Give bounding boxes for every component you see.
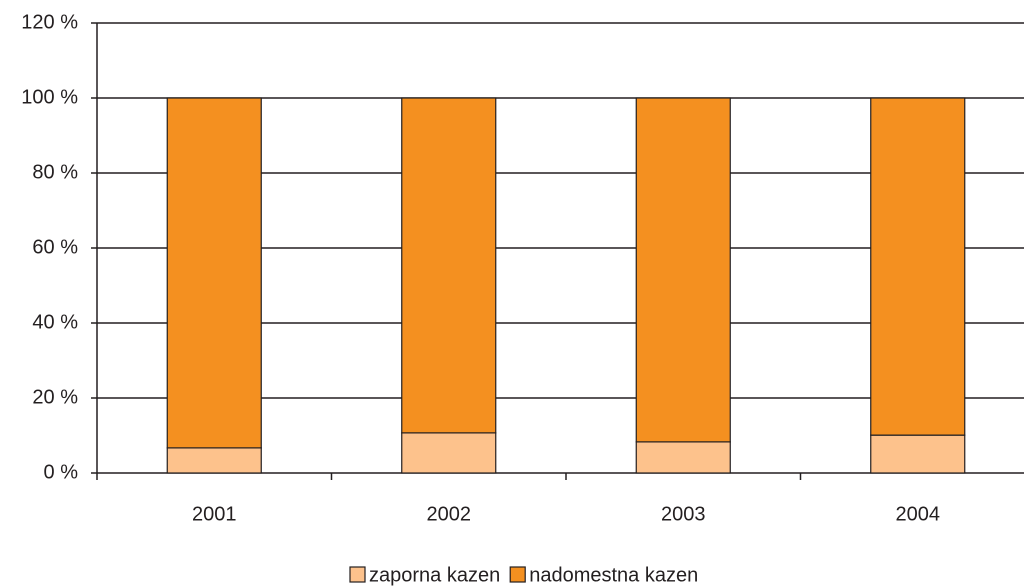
y-tick-label: 20 % xyxy=(32,386,78,408)
bar-segment xyxy=(401,97,497,434)
legend: zaporna kazen nadomestna kazen xyxy=(349,564,698,586)
x-tick-label: 2003 xyxy=(661,503,706,525)
y-tick-label: 80 % xyxy=(32,161,78,183)
y-tick-label: 0 % xyxy=(44,461,79,483)
bar-segment xyxy=(635,97,731,443)
bar-segment xyxy=(166,447,262,474)
legend-label: nadomestna kazen xyxy=(529,564,698,586)
y-tick-label: 100 % xyxy=(21,86,78,108)
bar-segment xyxy=(635,441,731,474)
x-tick-label: 2002 xyxy=(427,503,472,525)
legend-swatch xyxy=(349,566,366,583)
legend-swatch xyxy=(509,566,526,583)
bar-segment xyxy=(870,97,966,436)
bar-segment xyxy=(870,434,966,474)
bar-segment xyxy=(401,432,497,474)
x-tick-label: 2001 xyxy=(192,503,237,525)
bar-segment xyxy=(166,97,262,449)
y-tick-label: 40 % xyxy=(32,311,78,333)
legend-label: zaporna kazen xyxy=(369,564,500,586)
y-tick-label: 120 % xyxy=(21,11,78,33)
x-tick-label: 2004 xyxy=(896,503,941,525)
y-tick-label: 60 % xyxy=(32,236,78,258)
